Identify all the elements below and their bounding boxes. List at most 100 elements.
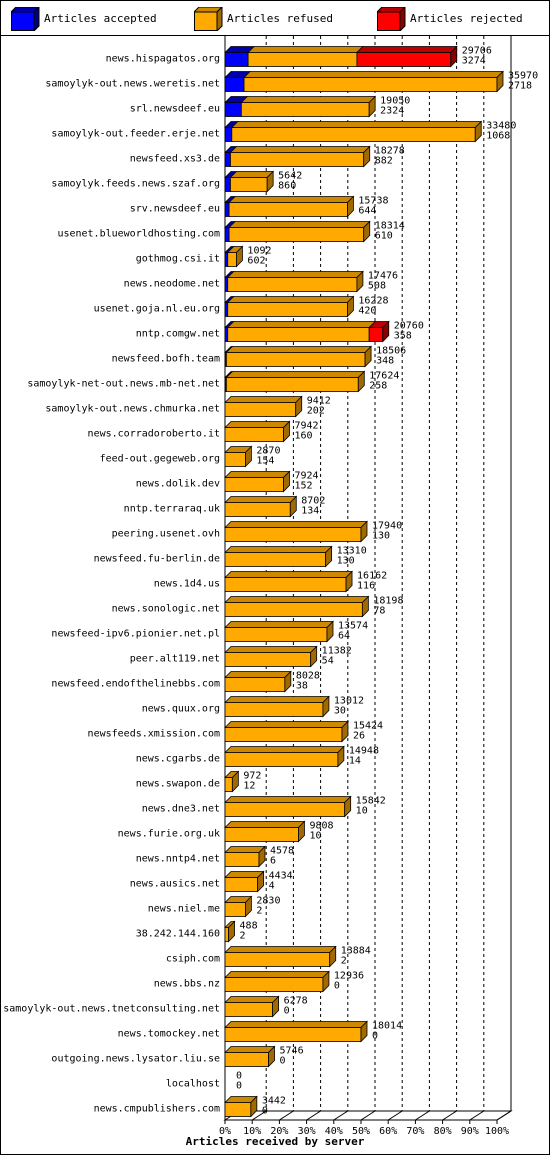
bar-accepted <box>224 127 233 142</box>
rejected-count-label: 0 <box>284 1006 290 1017</box>
total-label: 13310 <box>337 546 367 557</box>
total-label: 16162 <box>357 571 387 582</box>
floor-gridline <box>496 1110 512 1121</box>
bar-top-refused <box>224 871 265 878</box>
x-tick-label: 10% <box>243 1126 261 1135</box>
bar-refused <box>224 502 291 517</box>
bar-side <box>284 670 292 693</box>
bar-refused <box>224 802 346 817</box>
floor-gridline <box>306 1110 321 1121</box>
total-label: 13012 <box>334 696 364 707</box>
legend-label-accepted: Articles accepted <box>44 12 157 25</box>
x-tick-label: 0% <box>219 1126 231 1135</box>
bar-accepted <box>224 202 230 217</box>
rejected-count-label: 130 <box>337 556 355 567</box>
server-label: news.dne3.net <box>142 804 220 815</box>
rejected-count-label: 130 <box>372 531 390 542</box>
total-label: 18506 <box>376 346 406 357</box>
x-tick-label: 60% <box>379 1126 397 1135</box>
bar-refused <box>224 427 284 442</box>
rejected-count-label: 202 <box>307 406 325 417</box>
server-label: nntp.terraraq.uk <box>124 504 220 515</box>
bar-side <box>283 470 290 493</box>
bar-refused <box>224 1102 252 1117</box>
bar-accepted <box>224 252 229 267</box>
rejected-count-label: 4 <box>269 881 275 892</box>
rejected-count-label: 644 <box>358 206 376 217</box>
bar-side <box>346 295 354 318</box>
x-tick-label: 70% <box>406 1126 424 1135</box>
total-label: 2870 <box>256 446 280 457</box>
server-label: news.nntp4.net <box>136 854 220 865</box>
bar-top-refused <box>224 996 280 1003</box>
bar-refused <box>224 477 284 492</box>
server-label: newsfeed.bofh.team <box>112 354 220 365</box>
bar-top-refused <box>229 171 275 178</box>
x-tick-label: 30% <box>298 1126 316 1135</box>
bar-side <box>257 870 265 893</box>
bar-rejected <box>368 327 384 342</box>
bar-accepted <box>224 52 249 67</box>
bar-top-refused <box>224 796 352 803</box>
rejected-count-label: 0 <box>372 1031 378 1042</box>
rejected-count-label: 3274 <box>462 56 486 67</box>
bar-refused <box>224 752 339 767</box>
total-label: 15738 <box>358 196 388 207</box>
bar-side <box>474 120 482 143</box>
bar-refused <box>227 277 358 292</box>
floor-gridline <box>360 1110 376 1121</box>
bar-refused <box>224 827 299 842</box>
bar-refused <box>230 177 268 192</box>
total-label: 7942 <box>294 421 318 432</box>
server-label: news.niel.me <box>148 904 220 915</box>
floor-gridline <box>333 1110 349 1121</box>
total-label: 4578 <box>270 846 294 857</box>
total-label: 1092 <box>247 246 271 257</box>
rejected-count-label: 258 <box>369 381 387 392</box>
rejected-count-label: 64 <box>338 631 350 642</box>
bar-top-refused <box>224 696 330 703</box>
x-tick-label: 50% <box>352 1126 370 1135</box>
server-label: samoylyk-out.news.weretis.net <box>45 79 220 90</box>
total-label: 3442 <box>262 1096 286 1107</box>
total-label: 9808 <box>309 821 333 832</box>
total-label: 488 <box>240 921 258 932</box>
rejected-count-label: 54 <box>322 656 334 667</box>
bar-side <box>326 620 334 643</box>
bar-refused <box>230 152 365 167</box>
bar-refused <box>224 902 246 917</box>
bar-refused <box>224 927 229 942</box>
server-label: news.hispagatos.org <box>106 54 220 65</box>
x-tick-label: 20% <box>270 1126 288 1135</box>
server-label: newsfeeds.xmission.com <box>88 729 220 740</box>
bar-rejected <box>356 52 452 67</box>
server-label: news.neodome.net <box>124 279 220 290</box>
x-tick-label: 90% <box>461 1126 479 1135</box>
bar-side <box>368 95 376 118</box>
rejected-count-label: 508 <box>368 281 386 292</box>
server-label: newsfeed.fu-berlin.de <box>94 554 220 565</box>
bar-top-refused <box>243 71 504 78</box>
rejected-count-label: 38 <box>296 681 308 692</box>
rejected-count-label: 6 <box>270 856 276 867</box>
rejected-count-label: 2718 <box>508 81 532 92</box>
total-label: 29706 <box>462 46 492 57</box>
server-label: samoylyk.feeds.news.szaf.org <box>51 179 220 190</box>
server-label: srl.newsdeef.eu <box>130 104 220 115</box>
server-label: newsfeed-ipv6.pionier.net.pl <box>51 629 220 640</box>
rejected-count-label: 2 <box>341 956 347 967</box>
x-axis-title: Articles received by server <box>185 1135 365 1148</box>
total-label: 16228 <box>358 296 388 307</box>
total-label: 11382 <box>322 646 352 657</box>
total-label: 15424 <box>353 721 383 732</box>
total-label: 18198 <box>373 596 403 607</box>
bar-top-refused <box>226 321 377 328</box>
legend-rejected: Articles rejected <box>377 7 547 31</box>
floor-gridline <box>415 1110 430 1121</box>
total-label: 35970 <box>508 71 538 82</box>
server-label: news.cgarbs.de <box>136 754 220 765</box>
rejected-count-label: 1068 <box>486 131 510 142</box>
server-label: news.swapon.de <box>136 779 220 790</box>
bar-accepted <box>224 302 229 317</box>
